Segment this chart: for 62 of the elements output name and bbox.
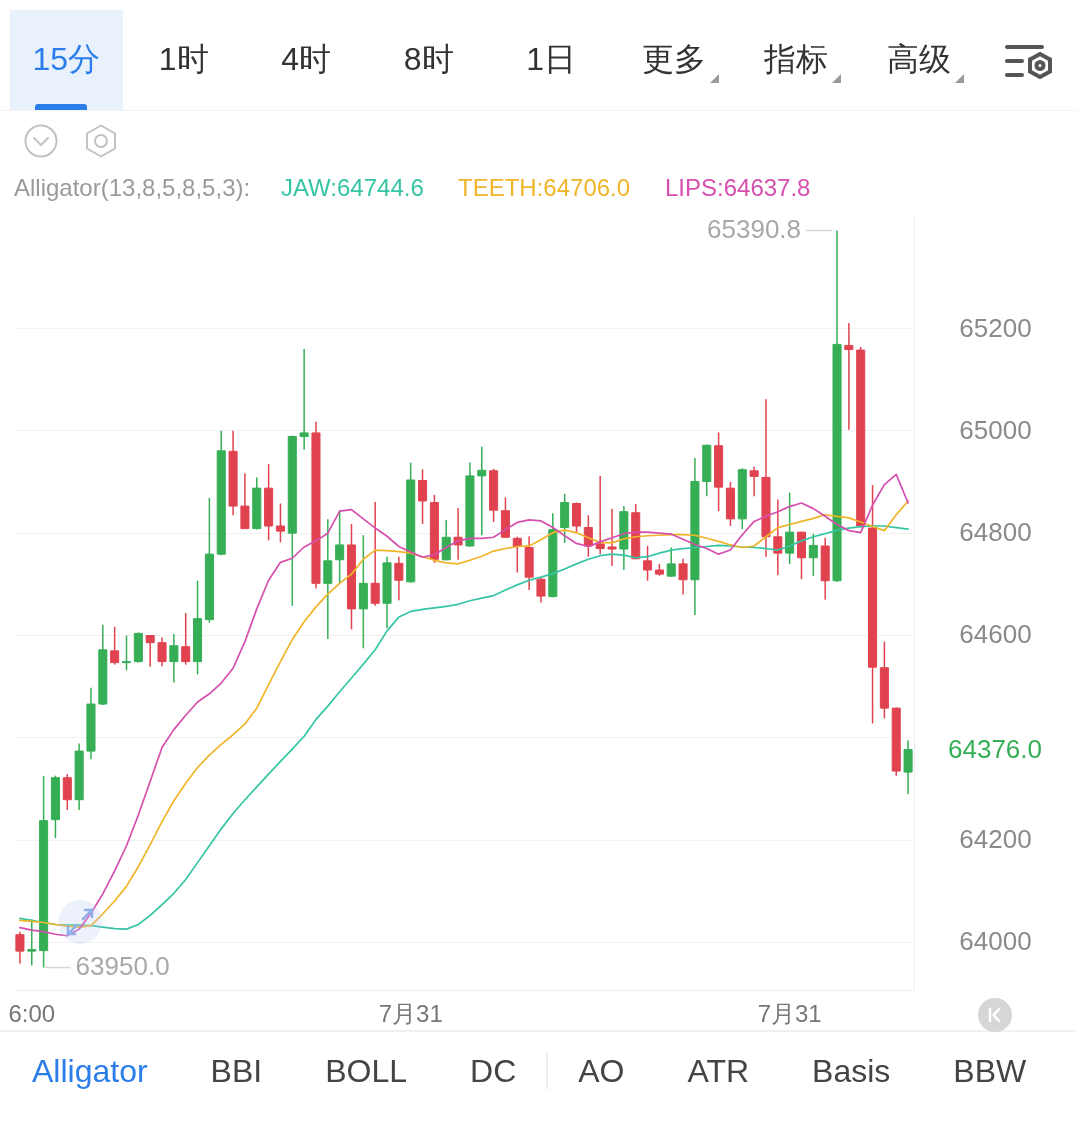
candlestick xyxy=(110,626,120,666)
candlestick xyxy=(275,502,285,544)
candlestick xyxy=(536,576,546,604)
y-tick-label: 64000 xyxy=(959,926,1032,957)
candlestick xyxy=(595,475,605,555)
candlestick xyxy=(121,634,132,672)
candlestick xyxy=(844,322,854,431)
text: 1日 xyxy=(526,40,577,79)
y-tick-label: 64200 xyxy=(959,824,1032,855)
text: ATR xyxy=(687,1052,750,1090)
candlestick xyxy=(15,930,25,965)
candlestick xyxy=(571,501,582,534)
text: 指标 xyxy=(764,40,829,79)
candlestick xyxy=(62,773,72,811)
candlestick xyxy=(808,532,818,577)
text: 高级 xyxy=(886,40,951,79)
text: 更多 xyxy=(641,40,706,79)
text: 4时 xyxy=(281,40,332,79)
text: 8时 xyxy=(403,40,454,79)
candlestick xyxy=(394,555,404,601)
text: BOLL xyxy=(325,1052,408,1090)
x-tick-label: 7月31 xyxy=(378,999,443,1027)
candlestick xyxy=(323,518,333,640)
text: BBI xyxy=(210,1052,263,1090)
candlestick xyxy=(157,636,167,667)
text: BBW xyxy=(953,1052,1027,1090)
text: 15分 xyxy=(32,40,101,79)
text: TEETH:64706.0 xyxy=(458,174,631,201)
candlestick xyxy=(749,465,759,498)
candlestick xyxy=(27,918,37,967)
y-tick-label: 64600 xyxy=(959,619,1032,650)
candlestick xyxy=(643,545,653,582)
candlestick xyxy=(666,546,676,578)
y-tick-label: 64800 xyxy=(959,517,1032,548)
candlestick xyxy=(773,498,783,576)
x-tick-label: 7月31 xyxy=(757,999,822,1027)
x-tick-label: 6:00 xyxy=(8,999,56,1027)
candlestick xyxy=(477,445,487,536)
candlestick xyxy=(145,634,155,668)
text: DC xyxy=(470,1052,517,1090)
candlestick xyxy=(903,739,913,795)
candlestick xyxy=(181,612,191,666)
candlestick xyxy=(299,348,309,451)
text: Alligator xyxy=(32,1052,148,1090)
text: 64376.0 xyxy=(948,733,1042,764)
candlestick xyxy=(678,558,688,596)
text: LIPS:64637.8 xyxy=(665,174,811,201)
y-tick-label: 65200 xyxy=(959,312,1032,343)
text: JAW:64744.6 xyxy=(281,174,424,201)
candlestick xyxy=(607,507,617,567)
candlestick xyxy=(370,501,380,607)
candlestick xyxy=(240,472,250,530)
legend-title: Alligator(13,8,5,8,5,3): xyxy=(14,174,251,201)
text: AO xyxy=(578,1052,625,1090)
text: Basis xyxy=(812,1052,891,1090)
candlestick xyxy=(169,633,179,684)
y-tick-label: 65000 xyxy=(959,414,1032,445)
candlestick xyxy=(785,492,795,565)
annotation: 63950.0 xyxy=(75,951,170,982)
candlestick xyxy=(418,468,428,525)
annotation: 65390.8 xyxy=(707,214,802,245)
text: 1时 xyxy=(158,40,209,79)
